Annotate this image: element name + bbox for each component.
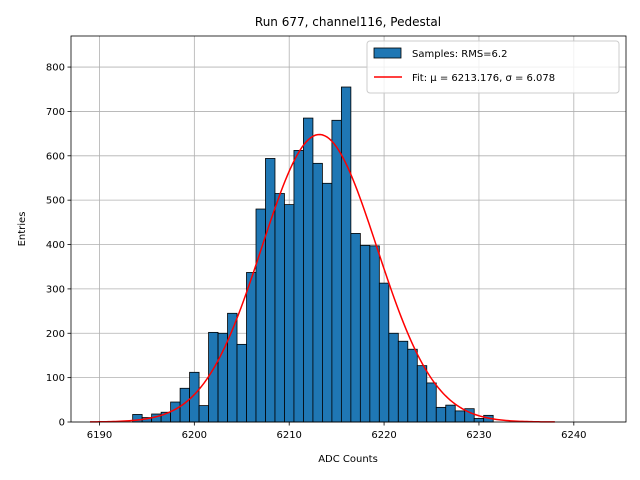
fit-curve <box>89 133 555 423</box>
histogram-bar <box>265 158 276 423</box>
histogram-bar <box>246 272 257 423</box>
y-tick-label: 500 <box>46 196 65 207</box>
histogram-bar <box>473 418 485 423</box>
x-tick-label: 6190 <box>87 430 112 441</box>
histogram-bar <box>445 404 456 423</box>
y-tick-label: 100 <box>46 373 65 384</box>
x-tick-label: 6210 <box>276 430 301 441</box>
y-tick-label: 0 <box>59 418 65 429</box>
plot-area: 6190 6200 6210 6220 6230 6240 0 100 200 300 400 50… <box>46 35 627 441</box>
histogram-bar <box>198 405 209 423</box>
histogram-bar <box>217 332 228 423</box>
histogram-bar <box>331 119 342 423</box>
histogram-bar <box>350 233 361 423</box>
histogram-bar <box>435 406 447 423</box>
legend: Samples: RMS=6.2 Fit: μ = 6213.176, σ = … <box>366 40 620 94</box>
histogram-bar <box>340 86 352 423</box>
histogram-bar <box>312 162 323 423</box>
legend-swatch-samples <box>373 47 402 59</box>
x-tick-label: 6200 <box>182 430 207 441</box>
histogram-bar <box>284 204 295 423</box>
histogram-bar <box>388 332 399 423</box>
histogram-bar <box>274 193 285 423</box>
histogram-bar <box>454 410 466 423</box>
y-tick-label: 700 <box>46 107 65 118</box>
histogram-bar <box>407 348 418 423</box>
histogram-bar <box>397 340 409 423</box>
y-tick-label: 800 <box>46 63 65 74</box>
y-tick-label: 200 <box>46 329 65 340</box>
x-axis-label: ADC Counts <box>318 454 378 465</box>
x-tick-label: 6230 <box>466 430 491 441</box>
histogram-bar <box>170 401 181 423</box>
histogram-bar <box>293 150 304 423</box>
histogram-bar <box>322 182 333 423</box>
y-tick-label: 600 <box>46 151 65 162</box>
histogram-bar <box>416 365 428 423</box>
chart-title: Run 677, channel116, Pedestal <box>255 15 441 29</box>
x-tick-label: 6220 <box>371 430 396 441</box>
histogram-bars <box>132 86 494 423</box>
y-tick-label: 300 <box>46 284 65 295</box>
histogram-bar <box>359 245 371 423</box>
legend-label-samples: Samples: RMS=6.2 <box>412 49 507 60</box>
x-axis-ticks: 6190 6200 6210 6220 6230 6240 <box>87 422 587 441</box>
x-tick-label: 6240 <box>561 430 586 441</box>
histogram-bar <box>426 382 437 423</box>
histogram-bar <box>369 245 380 423</box>
y-tick-label: 400 <box>46 240 65 251</box>
y-axis-ticks: 0 100 200 300 400 500 600 700 800 <box>46 63 71 429</box>
histogram-bar <box>303 117 314 423</box>
plot-frame <box>70 35 627 423</box>
histogram-bar <box>236 343 247 423</box>
legend-box <box>366 40 620 94</box>
y-axis-label: Entries <box>17 212 28 247</box>
legend-label-fit: Fit: μ = 6213.176, σ = 6.078 <box>412 73 555 84</box>
histogram-bar <box>208 331 219 423</box>
histogram-bar <box>378 282 390 423</box>
